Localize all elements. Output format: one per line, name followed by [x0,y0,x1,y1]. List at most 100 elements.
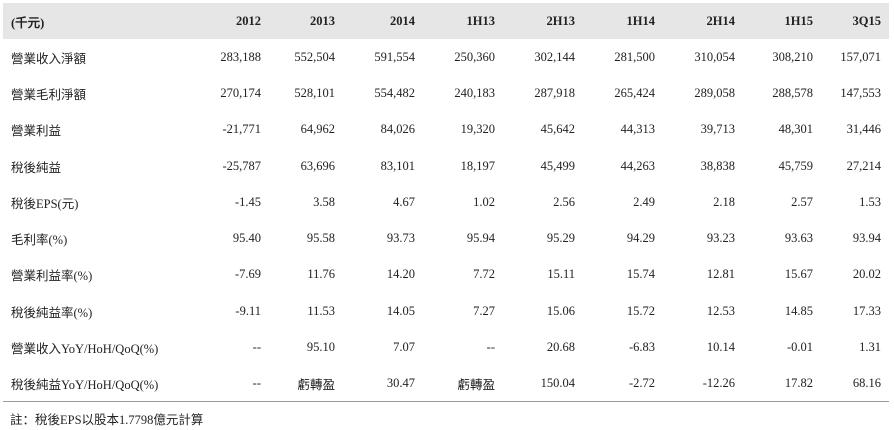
table-cell: 虧轉盈 [269,365,343,403]
table-cell: -21,771 [222,122,261,137]
table-cell: 44,263 [620,158,655,173]
table-cell: 38,838 [700,158,735,173]
period-header: 3Q15 [852,13,881,28]
table-cell: -1.45 [234,194,261,209]
table-cell: 3.58 [313,194,335,209]
table-cell: 39,713 [700,122,735,137]
table-cell: 27,214 [846,158,881,173]
row-label: 稅後純益率(%) [11,305,93,320]
table-cell: 20.02 [852,267,881,282]
table-cell: 95.58 [306,231,335,246]
period-header: 1H14 [626,13,655,28]
table-cell: 7.27 [473,303,495,318]
row-label: 稅後純益 [11,160,62,175]
table-cell: 270,174 [220,85,261,100]
table-cell: 95.29 [546,231,575,246]
row-label: 營業收入淨額 [11,51,87,66]
table-row: 稅後純益 -25,787 63,696 83,101 18,197 45,499 44,26… [3,148,889,184]
table-body: 營業收入淨額 283,188 552,504 591,554 250,360 302,14… [3,39,889,403]
table-cell: -25,787 [222,158,261,173]
table-cell: 17.33 [852,303,881,318]
period-header: 2012 [236,13,261,28]
table-cell: -0.01 [786,340,813,355]
table-cell: 18,197 [460,158,495,173]
table-cell: 93.23 [706,231,735,246]
table-row: 稅後純益YoY/HoH/QoQ(%) -- 虧轉盈 30.47 虧轉盈 150.04 -2.… [3,365,889,403]
table-cell: 12.53 [706,303,735,318]
table-cell: 287,918 [534,85,575,100]
table-cell: 19,320 [460,122,495,137]
table-row: 毛利率(%) 95.40 95.58 93.73 95.94 95.29 94.29 93.2… [3,220,889,256]
period-header: 1H15 [784,13,813,28]
table-cell: 552,504 [294,49,335,64]
table-cell: 2.49 [633,194,655,209]
row-label: 營業收入YoY/HoH/QoQ(%) [11,342,159,357]
table-cell: 48,301 [778,122,813,137]
table-cell: 15.72 [626,303,655,318]
table-cell: 1.31 [859,340,881,355]
table-cell: 288,578 [772,85,813,100]
row-label: 毛利率(%) [11,233,68,248]
table-cell: 150.04 [503,365,583,403]
table-cell: 95.40 [232,231,261,246]
table-cell: 2.18 [713,194,735,209]
table-cell: 310,054 [694,49,735,64]
table-cell: 302,144 [534,49,575,64]
table-header: (千元) 2012 2013 2014 1H13 2H13 1H14 2H14 1H15 3Q15 [3,3,889,39]
table-cell: 147,553 [840,85,881,100]
table-cell: 554,482 [374,85,415,100]
table-cell: 281,500 [614,49,655,64]
table-cell: 2.56 [553,194,575,209]
table-cell: 45,759 [778,158,813,173]
unit-header: (千元) [11,15,45,30]
table-cell: 64,962 [300,122,335,137]
period-header: 2H13 [546,13,575,28]
table-cell: 240,183 [454,85,495,100]
table-cell: 95.10 [306,340,335,355]
table-cell: 94.29 [626,231,655,246]
table-cell: 283,188 [220,49,261,64]
table-cell: 7.72 [473,267,495,282]
table-cell: 93.73 [386,231,415,246]
table-row: 稅後EPS(元) -1.45 3.58 4.67 1.02 2.56 2.49 2.18 2.5… [3,184,889,220]
table-cell: 83,101 [380,158,415,173]
period-header: 2H14 [706,13,735,28]
table-cell: 20.68 [546,340,575,355]
table-row: 營業利益率(%) -7.69 11.76 14.20 7.72 15.11 15.74 12.… [3,257,889,293]
period-header: 2013 [310,13,335,28]
table-cell: 1.53 [859,194,881,209]
table-cell: 265,424 [614,85,655,100]
table-cell: 10.14 [706,340,735,355]
row-label: 稅後純益YoY/HoH/QoQ(%) [3,365,195,403]
table-cell: 15.06 [546,303,575,318]
table-cell: -- [195,365,269,403]
row-label: 營業毛利淨額 [11,87,87,102]
table-cell: 12.81 [706,267,735,282]
table-cell: 44,313 [620,122,655,137]
table-cell: 45,499 [540,158,575,173]
table-row: 營業毛利淨額 270,174 528,101 554,482 240,183 287,91… [3,75,889,111]
table-cell: -- [252,340,261,355]
financial-summary-table: (千元) 2012 2013 2014 1H13 2H13 1H14 2H14 1H15 3Q15… [3,3,889,403]
table-cell: 31,446 [846,122,881,137]
table-cell: 528,101 [294,85,335,100]
table-cell: 1.02 [473,194,495,209]
table-cell: 14.20 [386,267,415,282]
table-cell: 308,210 [772,49,813,64]
header-row: (千元) 2012 2013 2014 1H13 2H13 1H14 2H14 1H15 3Q15 [3,3,889,39]
table-cell: -2.72 [583,365,663,403]
table-cell: 84,026 [380,122,415,137]
row-label: 營業利益率(%) [11,269,93,284]
period-header: 2014 [390,13,415,28]
table-row: 營業收入YoY/HoH/QoQ(%) -- 95.10 7.07 -- 20.68 -6.8… [3,329,889,365]
table-cell: 11.76 [307,267,335,282]
table-cell: 17.82 [743,365,821,403]
table-cell: -9.11 [235,303,261,318]
table-row: 稅後純益率(%) -9.11 11.53 14.05 7.27 15.06 15.72 12.… [3,293,889,329]
table-cell: 289,058 [694,85,735,100]
table-cell: 157,071 [840,49,881,64]
table-cell: 250,360 [454,49,495,64]
table-cell: 2.57 [791,194,813,209]
table-cell: 45,642 [540,122,575,137]
table-cell: 63,696 [300,158,335,173]
